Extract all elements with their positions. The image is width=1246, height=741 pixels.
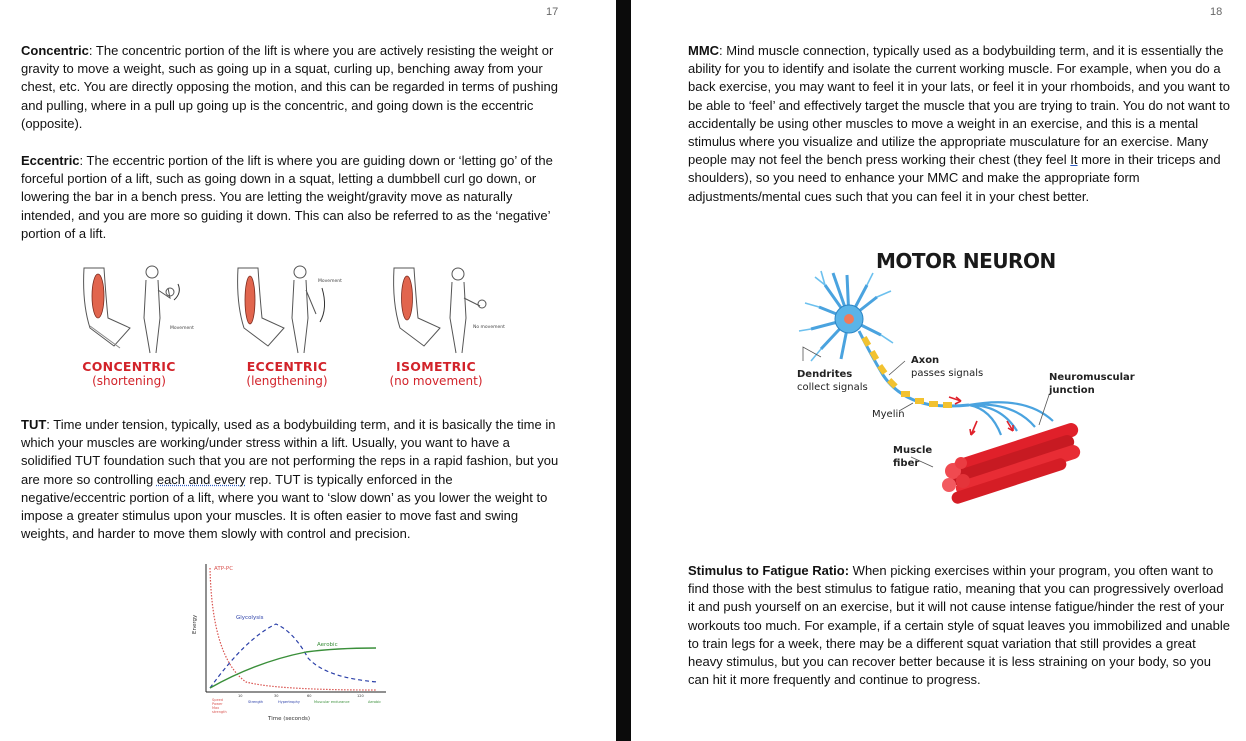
eccentric-term: Eccentric [21, 153, 80, 168]
isometric-label: ISOMETRIC (no movement) [389, 359, 483, 388]
concentric-label: CONCENTRIC (shortening) [82, 359, 176, 388]
x-tick-30: 30 [274, 694, 278, 698]
figure-title: MOTOR NEURON [876, 249, 1056, 273]
eccentric-label: ECCENTRIC (lengthening) [246, 359, 328, 388]
motor-neuron-illustration [798, 270, 1081, 504]
energy-systems-chart: ATP-PC Glycolysis Aerobic Energy 10 30 6… [192, 564, 386, 722]
bottom-label-speed: Speed Power Max strength [212, 698, 227, 714]
concentric-arm-illustration: Movement [83, 265, 194, 354]
dendrites-leader [802, 346, 822, 361]
atp-pc-label: ATP-PC [214, 566, 233, 572]
myelin-label: Myelin [872, 409, 905, 420]
glycolysis-curve [209, 623, 379, 689]
fiber-leader [910, 456, 934, 468]
muscle-fiber-label: Muscle fiber [893, 445, 933, 469]
flagged-word: It [1070, 152, 1078, 168]
bottom-label-endurance: Muscular endurance [314, 700, 350, 704]
x-axis-label: Time (seconds) [267, 716, 310, 722]
myelin-leader [898, 402, 914, 412]
x-tick-120: 120 [357, 694, 364, 698]
left-page: 17 Concentric: The concentric portion of… [0, 0, 616, 741]
mmc-term: MMC [688, 43, 720, 58]
right-page: 18 MMC: Mind muscle connection, typicall… [631, 0, 1246, 741]
tut-paragraph: TUT: Time under tension, typically, used… [21, 417, 559, 542]
concentric-text: : The concentric portion of the lift is … [21, 43, 558, 131]
signal-arrows [948, 396, 1014, 436]
page-number: 17 [546, 6, 559, 18]
bottom-label-strength: Strength [248, 700, 263, 704]
muscle-fiber-bundle [942, 423, 1081, 504]
eccentric-arm-illustration: Movement [237, 265, 342, 354]
neuromuscular-junction-label: Neuromuscular junction [1049, 372, 1135, 396]
movement-label-2: Movement [318, 278, 342, 284]
concentric-term: Concentric [21, 43, 89, 58]
glycolysis-label: Glycolysis [236, 615, 264, 621]
page-gutter [616, 0, 631, 741]
eccentric-text: : The eccentric portion of the lift is w… [21, 153, 553, 241]
isometric-arm-illustration: No movement [393, 267, 505, 354]
x-tick-10: 10 [238, 694, 242, 698]
underlined-phrase: each and every [156, 471, 246, 487]
axon-label: Axon passes signals [911, 355, 984, 379]
axon-branches [968, 401, 1054, 436]
myelin-sheath [861, 336, 952, 408]
motor-neuron-figure: MOTOR NEURON [781, 245, 1135, 510]
stimulus-fatigue-paragraph: Stimulus to Fatigue Ratio: When picking … [688, 563, 1230, 688]
x-tick-60: 60 [307, 694, 311, 698]
concentric-paragraph: Concentric: The concentric portion of th… [21, 42, 561, 133]
no-movement-label: No movement [473, 324, 505, 330]
eccentric-paragraph: Eccentric: The eccentric portion of the … [21, 152, 561, 243]
bottom-label-aerobic: Aerobic [368, 700, 381, 704]
page-number: 18 [1210, 6, 1223, 18]
axon-leader [888, 360, 906, 376]
aerobic-curve [209, 647, 377, 689]
dendrites-label: Dendrites collect signals [797, 369, 868, 393]
aerobic-label: Aerobic [317, 642, 338, 648]
movement-label-1: Movement [170, 325, 194, 331]
tut-term: TUT [21, 417, 47, 432]
neuron-cell-body [798, 270, 894, 362]
energy-systems-figure: ATP-PC Glycolysis Aerobic Energy 10 30 6… [186, 558, 396, 728]
muscle-arm-illustrations: Movement Movement No movement [83, 265, 505, 354]
junction-leader [1038, 394, 1050, 426]
y-axis-label: Energy [192, 614, 198, 634]
mmc-paragraph: MMC: Mind muscle connection, typically u… [688, 43, 1231, 204]
atp-pc-curve [209, 567, 377, 691]
bottom-label-hypertrophy: Hypertrophy [278, 700, 300, 704]
muscle-contraction-figure: Movement Movement No movement [70, 258, 520, 398]
stf-term: Stimulus to Fatigue Ratio: [688, 563, 850, 578]
